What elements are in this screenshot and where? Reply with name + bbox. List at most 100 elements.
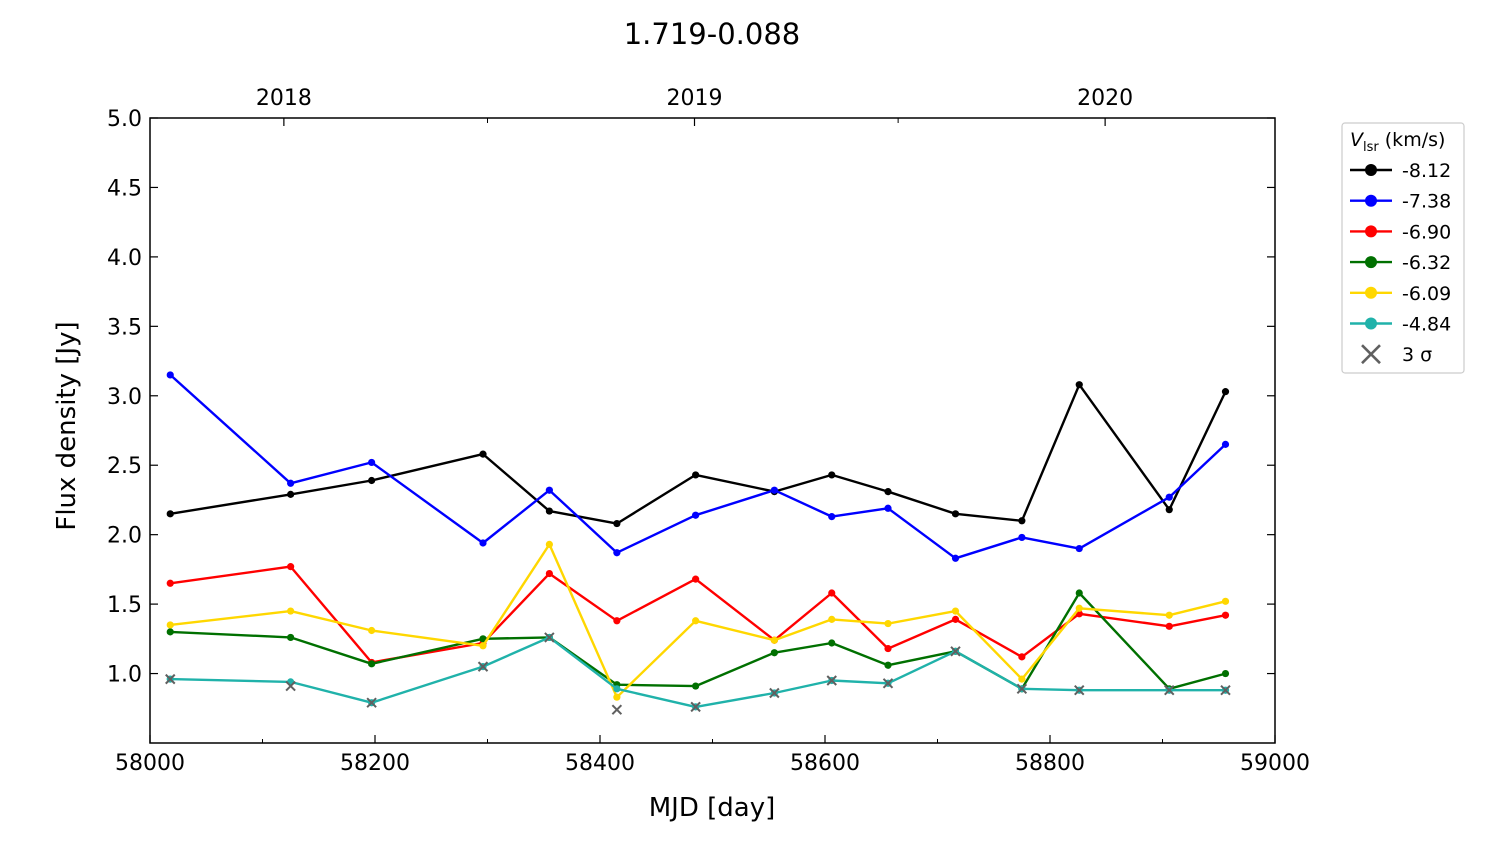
legend-label: -7.38 (1402, 191, 1451, 213)
sigma-cross-b (882, 678, 894, 689)
x-tick-label: 59000 (1240, 751, 1310, 776)
legend-title-sub: lsr (1363, 140, 1379, 155)
data-point (287, 479, 295, 487)
x-tick-label: 58200 (340, 751, 410, 776)
data-point (828, 589, 836, 597)
legend-marker (1365, 256, 1377, 269)
legend-entry: -8.12 (1350, 160, 1451, 182)
sigma-marker (1074, 685, 1085, 696)
data-point (770, 486, 778, 494)
data-point (1221, 611, 1230, 619)
data-point (166, 510, 174, 518)
data-point (1018, 517, 1026, 525)
legend-label: -8.12 (1402, 160, 1451, 182)
y-tick-label: 4.5 (107, 176, 142, 201)
x-axis-label: MJD [day] (649, 793, 776, 823)
sigma-cross-b (769, 687, 780, 699)
data-point (951, 554, 960, 562)
sigma-marker (950, 646, 961, 657)
data-point (828, 513, 836, 521)
data-point (613, 519, 621, 528)
data-point (1075, 589, 1083, 597)
series--8.12 (166, 381, 1230, 528)
y-tick-label: 3.0 (107, 385, 142, 410)
data-point (368, 476, 376, 485)
data-point (479, 642, 487, 650)
legend-marker (1365, 164, 1377, 176)
sigma-marker (1220, 685, 1231, 696)
legend-label: -4.84 (1402, 314, 1451, 336)
legend-marker (1365, 317, 1377, 330)
data-point (1075, 544, 1083, 553)
sigma-cross-b (1016, 683, 1028, 695)
legend-entries: -8.12 -7.38 -6.90 -6.32 -6.09 -4.84 3 σ (1350, 160, 1451, 366)
sigma-cross-b (1074, 685, 1085, 696)
legend-sigma-label: 3 σ (1402, 344, 1432, 366)
series-line (170, 591, 1226, 690)
sigma-marker (769, 687, 780, 699)
sigma-cross-b (826, 675, 837, 686)
axes-ticks: 58000 58200 58400 58600 58800 59000 1.0 1.5 2.0 2… (107, 86, 1310, 776)
sigma-marker (477, 661, 489, 672)
top-tick-label: 2018 (256, 86, 312, 111)
data-point (287, 490, 295, 498)
data-point (545, 540, 553, 548)
sigma-marker (882, 678, 894, 689)
data-point (613, 549, 621, 557)
sigma-cross-b (1164, 685, 1175, 696)
data-point (287, 633, 295, 642)
data-point (368, 626, 376, 635)
data-point (770, 636, 778, 644)
sigma-cross-b (285, 680, 296, 692)
data-point (692, 575, 700, 583)
legend-title-unit: (km/s) (1379, 129, 1446, 151)
data-point (692, 511, 700, 519)
data-point (1018, 653, 1026, 661)
data-point (613, 617, 621, 625)
legend: Vlsr (km/s) -8.12 -7.38 -6.90 -6.32 -6.09 -4.… (1341, 122, 1465, 374)
sigma-marker (285, 680, 296, 692)
data-point (770, 649, 778, 657)
legend-frame (1341, 122, 1465, 374)
data-point (166, 371, 174, 379)
data-point (884, 504, 892, 512)
data-point (884, 644, 892, 653)
data-point (884, 488, 892, 496)
y-tick-label: 4.0 (107, 246, 142, 271)
sigma-cross-b (366, 697, 377, 708)
sigma-marker (826, 675, 837, 686)
sigma-cross-b (477, 661, 489, 672)
x-tick-label: 58400 (565, 751, 635, 776)
data-point (545, 486, 553, 494)
plot-area (149, 117, 1276, 744)
y-tick-label: 2.5 (107, 454, 142, 479)
legend-title-main: V (1350, 129, 1365, 151)
legend-marker (1365, 194, 1377, 207)
x-tick-label: 58800 (1015, 751, 1085, 776)
chart-title: 1.719-0.088 (624, 17, 801, 51)
series--4.84 (166, 633, 1230, 711)
series--6.90 (166, 563, 1230, 667)
data-point (692, 617, 700, 625)
sigma-marker (1016, 683, 1028, 695)
sigma-cross-b (1220, 685, 1231, 696)
y-tick-label: 3.5 (107, 315, 142, 340)
y-tick-label: 5.0 (107, 107, 142, 132)
data-point (1221, 388, 1230, 396)
data-point (1018, 533, 1026, 542)
data-point (479, 539, 487, 547)
series-layer (166, 371, 1230, 711)
data-point (287, 607, 295, 615)
data-point (479, 450, 487, 458)
data-point (1221, 597, 1230, 605)
sigma-marker (544, 632, 555, 643)
data-point (545, 569, 553, 578)
data-point (287, 563, 295, 571)
data-point (951, 607, 960, 615)
sigma-marker (1164, 685, 1175, 696)
top-tick-label: 2020 (1077, 86, 1133, 111)
data-point (884, 661, 892, 669)
data-point (479, 635, 487, 643)
data-point (368, 660, 376, 668)
